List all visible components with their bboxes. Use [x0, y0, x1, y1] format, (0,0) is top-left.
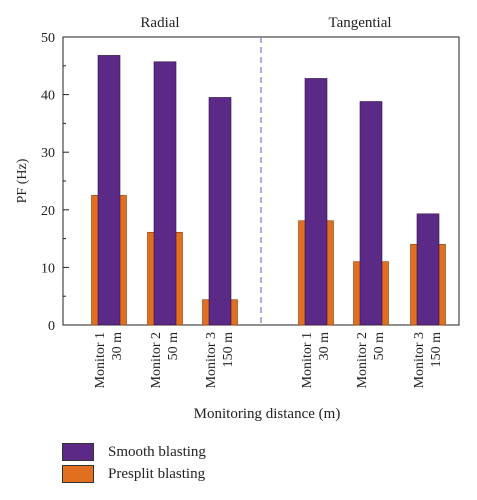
x-tick-label: Monitor 1	[300, 332, 315, 388]
bar-smooth	[304, 78, 328, 326]
x-tick-label: Monitor 1	[93, 332, 108, 388]
x-tick-label: 50 m	[166, 332, 181, 361]
panel-title: Radial	[140, 15, 179, 31]
legend-swatch-smooth	[62, 443, 94, 461]
x-tick-label: 30 m	[317, 332, 332, 361]
panel-title: Tangential	[328, 15, 391, 31]
x-tick-label: 50 m	[372, 332, 387, 361]
legend-item-smooth: Smooth blasting	[62, 441, 362, 463]
bar-smooth	[97, 55, 121, 326]
x-tick-label: Monitor 2	[149, 332, 164, 388]
bar-smooth	[359, 101, 383, 326]
y-axis-label: PF (Hz)	[15, 158, 30, 203]
y-tick-label: 50	[41, 31, 55, 46]
x-tick-label: Monitor 3	[204, 332, 219, 388]
legend-item-presplit: Presplit blasting	[62, 463, 362, 485]
y-tick-label: 30	[41, 146, 55, 161]
y-tick-label: 10	[41, 261, 55, 276]
x-tick-label: 30 m	[110, 332, 125, 361]
y-tick-label: 40	[41, 89, 55, 104]
legend-label-smooth: Smooth blasting	[108, 443, 206, 460]
bar-smooth	[208, 97, 232, 326]
legend-label-presplit: Presplit blasting	[108, 465, 206, 482]
bar-smooth	[416, 213, 440, 326]
x-tick-label: 150 m	[429, 332, 444, 368]
x-tick-label: Monitor 2	[355, 332, 370, 388]
bar-smooth	[153, 61, 177, 326]
y-tick-label: 20	[41, 204, 55, 219]
x-axis-label: Monitoring distance (m)	[194, 406, 341, 422]
y-tick-label: 0	[48, 319, 55, 334]
legend-swatch-presplit	[62, 465, 94, 483]
x-tick-label: Monitor 3	[412, 332, 427, 388]
x-tick-label: 150 m	[221, 332, 236, 368]
